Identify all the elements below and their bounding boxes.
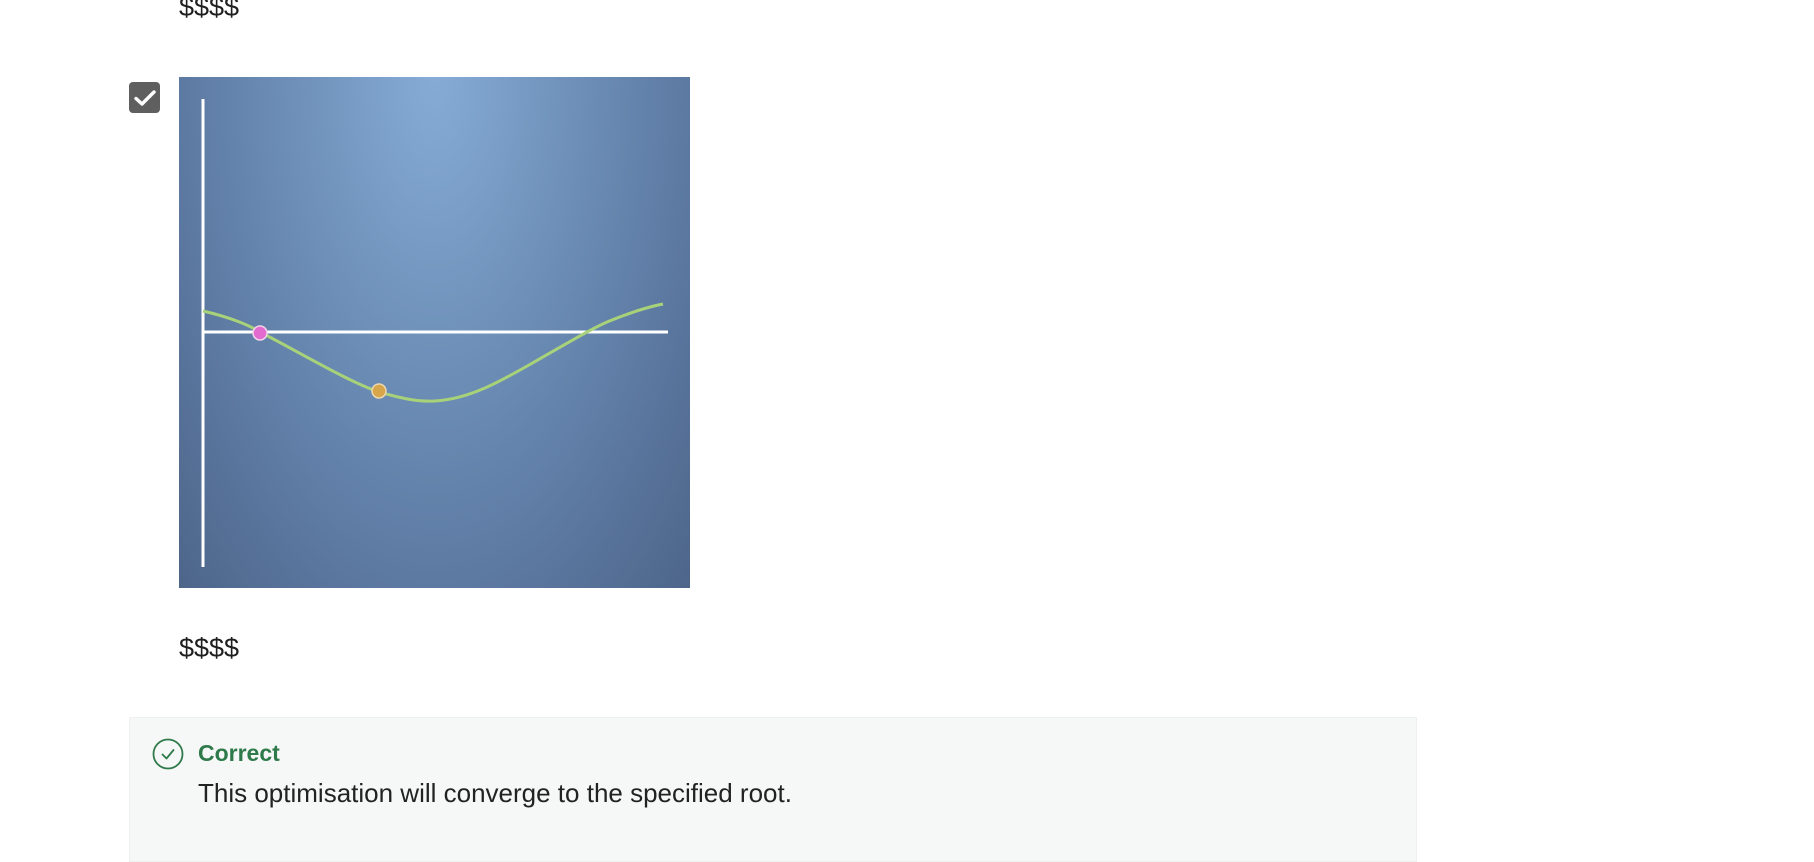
option-label-bottom: $$$$ xyxy=(179,633,240,663)
answer-checkbox[interactable] xyxy=(129,82,160,113)
feedback-panel: Correct This optimisation will converge … xyxy=(129,717,1417,862)
feedback-status: Correct xyxy=(198,740,280,766)
option-label-top: $$$$ xyxy=(179,0,240,22)
function-plot-image xyxy=(179,77,690,588)
feedback-message: This optimisation will converge to the s… xyxy=(198,778,792,808)
checkmark-icon xyxy=(133,89,156,106)
end-point-marker xyxy=(371,383,387,399)
function-curve xyxy=(202,302,664,403)
start-point-marker xyxy=(252,325,268,341)
check-circle-icon xyxy=(152,738,184,770)
